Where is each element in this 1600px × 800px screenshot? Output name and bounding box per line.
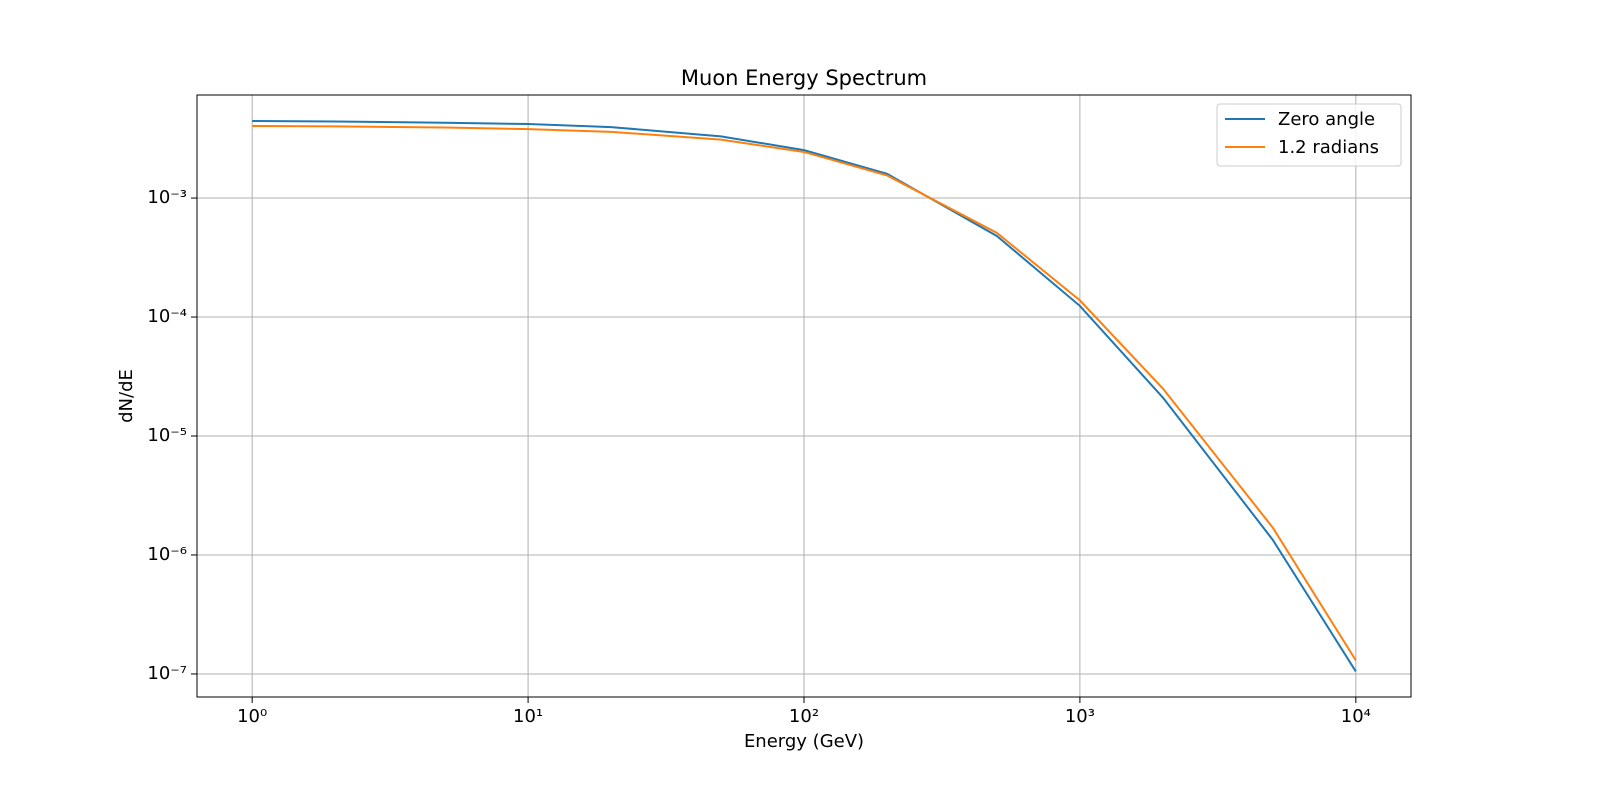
x-tick-label: 10⁰ bbox=[237, 706, 267, 727]
line-series bbox=[252, 125, 1357, 661]
x-tick-label: 10⁴ bbox=[1341, 706, 1371, 727]
x-tick-label: 10² bbox=[789, 706, 819, 727]
chart-title: Muon Energy Spectrum bbox=[681, 66, 927, 90]
line-series bbox=[252, 120, 1357, 672]
y-tick-label: 10⁻⁴ bbox=[147, 306, 187, 327]
plot-frame bbox=[196, 94, 1412, 698]
legend-label: Zero angle bbox=[1278, 109, 1375, 130]
legend-label: 1.2 radians bbox=[1278, 137, 1379, 158]
x-axis-label: Energy (GeV) bbox=[744, 731, 864, 752]
x-tick-label: 10³ bbox=[1065, 706, 1095, 727]
x-tick-label: 10¹ bbox=[513, 706, 543, 727]
y-tick-label: 10⁻⁷ bbox=[147, 663, 187, 684]
y-axis-label: dN/dE bbox=[116, 369, 137, 423]
legend: Zero angle 1.2 radians bbox=[1216, 103, 1402, 167]
y-tick-label: 10⁻⁶ bbox=[147, 544, 187, 565]
y-tick-label: 10⁻³ bbox=[147, 187, 187, 208]
y-tick-label: 10⁻⁵ bbox=[147, 425, 187, 446]
